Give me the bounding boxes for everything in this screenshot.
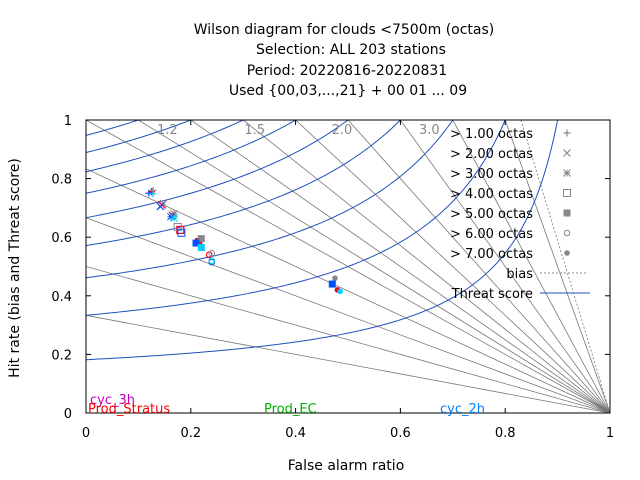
legend-label: > 1.00 octas [450,127,533,142]
bias-line [400,120,610,413]
threat-score-curve [86,120,349,219]
chart-title-line-3: Period: 20220816-20220831 [247,63,447,79]
bias-labels: 1.2 1.5 2.0 3.0 [157,123,440,138]
chart-title-line-2: Selection: ALL 203 stations [256,42,446,58]
legend-marker [563,149,571,157]
legend-marker [564,250,570,256]
legend-label: > 2.00 octas [450,147,533,162]
legend-marker [563,129,571,137]
bias-line [504,120,610,413]
model-label: Prod_Stratus [88,402,170,417]
plot-frame [85,119,611,414]
threat-score-curve [86,120,141,136]
threat-score-curve [86,120,402,247]
legend-label: bias [506,267,533,282]
bias-label: 1.2 [157,123,178,138]
bias-line [242,120,610,413]
threat-score-curve [86,120,193,154]
threat-score-curves [86,120,559,361]
bias-line [86,266,610,413]
data-point [192,239,200,247]
x-tick-label: 1 [606,426,614,441]
model-label: Prod_EC [264,402,317,417]
legend-label: Threat score [451,287,533,302]
legend: > 1.00 octas > 2.00 octas > 3.00 octas > 4.… [450,127,590,302]
chart-title-line-4: Used {00,03,...,21} + 00 01 ... 09 [229,83,467,99]
y-tick-label: 1 [64,114,72,129]
threat-score-curve [86,120,506,316]
y-tick-label: 0.6 [51,231,72,246]
bias-line [138,120,610,413]
legend-label: > 4.00 octas [450,187,533,202]
data-point [208,257,216,264]
legend-label: > 5.00 octas [450,207,533,222]
data-point [176,225,185,234]
x-tick-label: 0.2 [180,426,201,441]
legend-marker [563,229,571,237]
bias-line [86,217,610,413]
y-axis-label: Hit rate (bias and Threat score) [7,158,23,378]
threat-score-curve [86,120,454,279]
data-point [197,235,205,243]
data-point [177,228,186,237]
chart-title-line-1: Wilson diagram for clouds <7500m (octas) [194,22,495,38]
data-point [328,280,336,288]
threat-score-curve [86,120,245,173]
bias-label: 1.5 [244,123,265,138]
bias-line [86,168,610,413]
axis-ticks: 00 0.2 0.2 0.4 0.4 0.6 0.6 0.8 0.8 1 1 [51,114,614,441]
bias-label: 3.0 [419,123,440,138]
data-point [337,288,343,295]
legend-label: > 7.00 octas [450,247,533,262]
legend-label: > 6.00 octas [450,227,533,242]
bias-line [347,120,610,413]
data-point [208,250,216,257]
data-point [156,202,165,211]
data-point [170,214,178,223]
legend-marker [563,209,571,217]
bias-line [295,120,610,413]
legend-marker [563,169,571,177]
x-tick-label: 0 [82,426,90,441]
legend-label: > 3.00 octas [450,167,533,182]
x-tick-label: 0.6 [390,426,411,441]
model-label: cyc_3h [90,393,135,408]
data-point [197,243,205,251]
bias-line [86,314,610,413]
data-point [149,190,157,198]
y-tick-label: 0.4 [51,290,72,305]
data-point [167,212,175,221]
threat-score-curve [86,120,297,194]
x-axis-label: False alarm ratio [288,458,405,474]
threat-score-curve [86,120,559,361]
x-tick-label: 0.8 [495,426,516,441]
legend-marker [563,189,571,197]
x-tick-label: 0.4 [285,426,306,441]
model-label: cyc_2h [440,402,485,417]
y-tick-label: 0.8 [51,173,72,188]
bias-line-dotted [520,120,610,413]
y-tick-label: 0 [64,407,72,422]
data-points [145,186,343,295]
y-tick-label: 0.2 [51,348,72,363]
bias-label: 2.0 [332,123,353,138]
data-point [332,275,338,282]
